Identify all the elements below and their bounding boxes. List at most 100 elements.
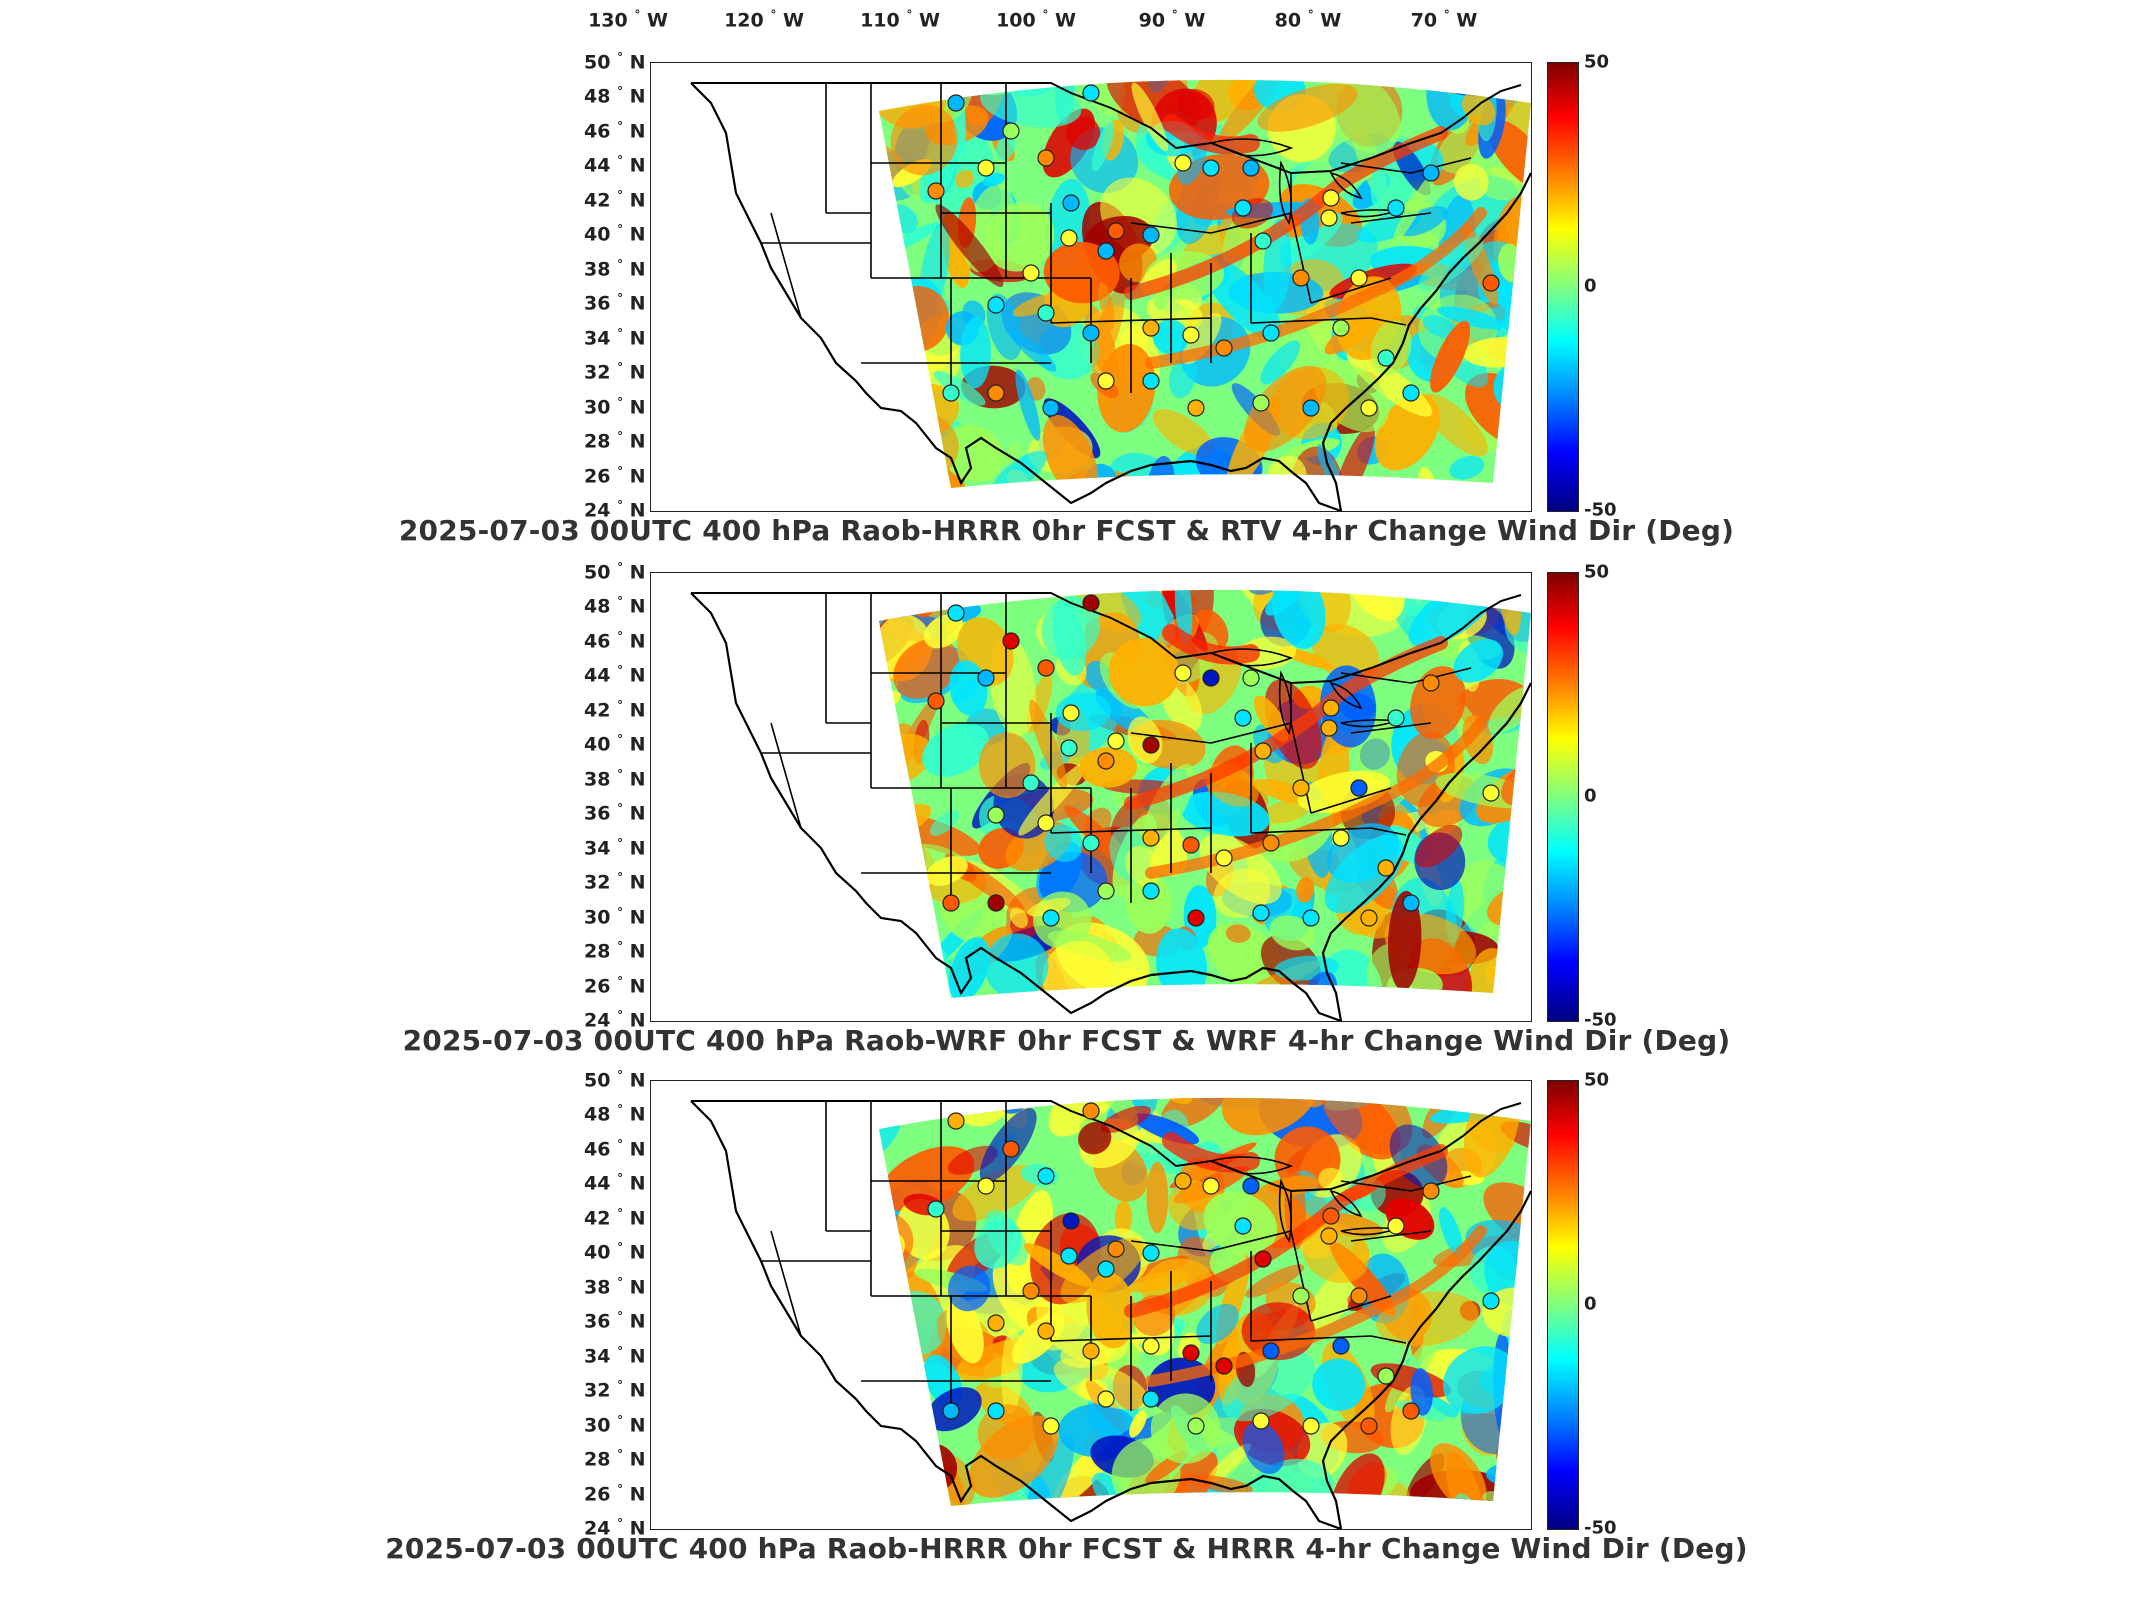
raob-station-marker bbox=[1387, 709, 1405, 727]
wind-direction-map bbox=[650, 572, 1532, 1022]
raob-station-marker bbox=[1060, 1247, 1078, 1265]
raob-station-marker bbox=[1202, 1177, 1220, 1195]
raob-station-marker bbox=[1332, 1337, 1350, 1355]
raob-station-marker bbox=[1082, 594, 1100, 612]
lat-label: 26 ° N bbox=[584, 1481, 646, 1506]
colorbar-tick-mid: 0 bbox=[1584, 785, 1597, 807]
colorbar-tick-min: -50 bbox=[1584, 499, 1617, 521]
raob-station-marker bbox=[1174, 1172, 1192, 1190]
wind-direction-map bbox=[650, 62, 1532, 512]
state-boundaries bbox=[690, 592, 1531, 1021]
raob-station-marker bbox=[1402, 1402, 1420, 1420]
raob-station-marker bbox=[1215, 1357, 1233, 1375]
raob-station-marker bbox=[1350, 269, 1368, 287]
raob-station-marker bbox=[1234, 709, 1252, 727]
raob-station-marker bbox=[927, 692, 945, 710]
raob-station-marker bbox=[1107, 1240, 1125, 1258]
raob-station-marker bbox=[1377, 349, 1395, 367]
lat-label: 48 ° N bbox=[584, 1102, 646, 1127]
raob-station-marker bbox=[1142, 1390, 1160, 1408]
raob-station-marker bbox=[987, 296, 1005, 314]
raob-station-marker bbox=[1082, 1102, 1100, 1120]
raob-station-marker bbox=[1097, 242, 1115, 260]
lon-label: 70 ° W bbox=[1410, 8, 1478, 32]
lat-label: 50 ° N bbox=[584, 560, 646, 584]
raob-station-marker bbox=[1097, 882, 1115, 900]
raob-station-marker bbox=[1182, 326, 1200, 344]
raob-station-marker bbox=[1292, 779, 1310, 797]
raob-station-marker bbox=[1002, 122, 1020, 140]
raob-station-marker bbox=[1174, 664, 1192, 682]
raob-station-marker bbox=[1252, 904, 1270, 922]
raob-station-marker bbox=[1322, 699, 1340, 717]
lat-label: 36 ° N bbox=[584, 801, 646, 825]
raob-station-marker bbox=[1142, 319, 1160, 337]
raob-station-marker bbox=[1142, 1244, 1160, 1262]
lat-label: 38 ° N bbox=[584, 767, 646, 791]
lat-label: 28 ° N bbox=[584, 429, 646, 453]
lat-label: 30 ° N bbox=[584, 394, 646, 419]
raob-station-marker bbox=[1322, 189, 1340, 207]
raob-station-marker bbox=[1360, 909, 1378, 927]
raob-station-marker bbox=[1302, 909, 1320, 927]
raob-stations bbox=[927, 594, 1500, 927]
raob-station-marker bbox=[977, 1177, 995, 1195]
raob-station-marker bbox=[1060, 229, 1078, 247]
panel-title: 2025-07-03 00UTC 400 hPa Raob-HRRR 0hr F… bbox=[385, 1532, 1748, 1565]
raob-station-marker bbox=[1062, 704, 1080, 722]
raob-station-marker bbox=[1215, 339, 1233, 357]
colorbar-tick-mid: 0 bbox=[1584, 1293, 1597, 1315]
raob-station-marker bbox=[1422, 1182, 1440, 1200]
longitude-axis-labels: 130 ° W 120 ° W 110 ° W 100 ° W 90 ° W 80 ° W… bbox=[0, 0, 2133, 40]
lat-label: 42 ° N bbox=[584, 698, 646, 722]
raob-station-marker bbox=[1254, 232, 1272, 250]
raob-station-marker bbox=[927, 1200, 945, 1218]
raob-station-marker bbox=[1387, 199, 1405, 217]
raob-station-marker bbox=[947, 94, 965, 112]
raob-station-marker bbox=[1097, 1390, 1115, 1408]
raob-station-marker bbox=[1292, 1287, 1310, 1305]
lat-label: 44 ° N bbox=[584, 663, 646, 688]
lat-label: 26 ° N bbox=[584, 463, 646, 488]
raob-station-marker bbox=[987, 894, 1005, 912]
lat-label: 50 ° N bbox=[584, 1068, 646, 1092]
raob-station-marker bbox=[987, 384, 1005, 402]
raob-station-marker bbox=[1302, 1417, 1320, 1435]
colorbar-tick-max: 50 bbox=[1584, 561, 1610, 583]
raob-station-marker bbox=[1332, 319, 1350, 337]
colorbar bbox=[1547, 1080, 1579, 1530]
colorbar-tick-mid: 0 bbox=[1584, 275, 1597, 297]
raob-station-marker bbox=[1262, 1342, 1280, 1360]
lat-label: 24 ° N bbox=[584, 1008, 646, 1032]
lat-label: 34 ° N bbox=[584, 836, 646, 860]
map-panel-3: 50 ° N 48 ° N 46 ° N 44 ° N 42 ° N 40 ° N 38 °… bbox=[0, 1068, 2133, 1590]
raob-station-marker bbox=[987, 1314, 1005, 1332]
raob-station-marker bbox=[1292, 269, 1310, 287]
wind-direction-map bbox=[650, 1080, 1532, 1530]
lat-label: 28 ° N bbox=[584, 939, 646, 963]
lat-label: 32 ° N bbox=[584, 870, 646, 894]
panel-title: 2025-07-03 00UTC 400 hPa Raob-WRF 0hr FC… bbox=[402, 1024, 1731, 1057]
raob-station-marker bbox=[1242, 669, 1260, 687]
lat-label: 46 ° N bbox=[584, 629, 646, 653]
raob-station-marker bbox=[1254, 742, 1272, 760]
lat-label: 46 ° N bbox=[584, 1137, 646, 1161]
raob-station-marker bbox=[1377, 1367, 1395, 1385]
lon-label: 110 ° W bbox=[860, 8, 940, 32]
raob-station-marker bbox=[1322, 1207, 1340, 1225]
raob-station-marker bbox=[1142, 1337, 1160, 1355]
lat-label: 44 ° N bbox=[584, 153, 646, 178]
lon-label: 120 ° W bbox=[724, 8, 804, 32]
raob-station-marker bbox=[1082, 834, 1100, 852]
raob-station-marker bbox=[1022, 1282, 1040, 1300]
raob-station-marker bbox=[1037, 1322, 1055, 1340]
raob-station-marker bbox=[1202, 159, 1220, 177]
raob-station-marker bbox=[1097, 752, 1115, 770]
raob-station-marker bbox=[1037, 814, 1055, 832]
raob-station-marker bbox=[1082, 84, 1100, 102]
colorbar-tick-min: -50 bbox=[1584, 1009, 1617, 1031]
raob-station-marker bbox=[1037, 304, 1055, 322]
state-boundaries bbox=[690, 82, 1531, 511]
raob-station-marker bbox=[1360, 399, 1378, 417]
lat-label: 40 ° N bbox=[584, 222, 646, 246]
